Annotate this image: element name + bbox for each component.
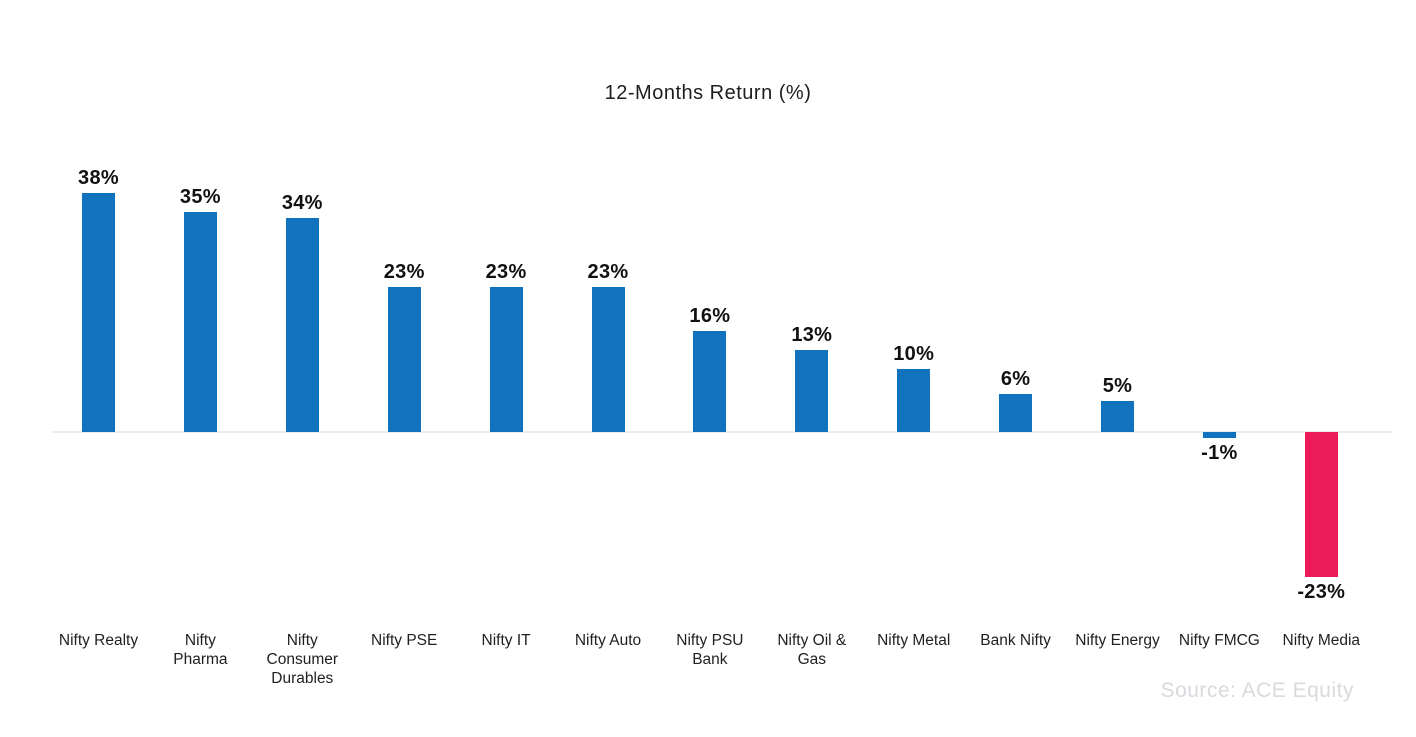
x-axis-label: Nifty Metal	[877, 632, 951, 649]
bar	[285, 217, 319, 432]
bar	[387, 287, 421, 432]
bar	[693, 331, 727, 432]
x-axis-label: Nifty Oil & Gas	[777, 632, 847, 668]
x-axis-label: Nifty Energy	[1075, 632, 1160, 649]
bar-value-label: -23%	[1297, 580, 1346, 603]
x-axis-label: Nifty PSU Bank	[676, 632, 744, 668]
bar	[183, 211, 217, 432]
bar-value-label: 35%	[179, 185, 221, 208]
bar-value-label: 23%	[383, 261, 425, 284]
bar	[1202, 432, 1236, 439]
bar	[999, 394, 1033, 432]
x-axis-line	[52, 431, 1392, 433]
bar-value-label: 6%	[1000, 368, 1031, 391]
bar-value-label: 5%	[1102, 374, 1133, 397]
bar	[591, 287, 625, 432]
x-axis-label: Nifty Pharma	[173, 632, 228, 668]
bar-value-label: -1%	[1201, 442, 1238, 465]
x-axis-label: Nifty Media	[1282, 632, 1361, 649]
bar-value-label: 10%	[893, 343, 935, 365]
bar-value-label: 16%	[689, 305, 731, 328]
bar	[489, 287, 523, 432]
x-axis-label: Nifty Auto	[574, 632, 642, 649]
x-axis-label: Bank Nifty	[980, 632, 1051, 649]
source-caption: Source: ACE Equity	[1160, 679, 1354, 702]
bar-value-label: 23%	[587, 261, 629, 284]
bar-value-label: 13%	[791, 324, 833, 347]
chart-title: 12-Months Return (%)	[604, 82, 812, 104]
bar	[1304, 432, 1338, 577]
bar	[1101, 400, 1134, 432]
bar-value-label: 23%	[485, 261, 527, 284]
bar	[795, 350, 829, 432]
x-axis-label: Nifty Consumer Durables	[266, 632, 339, 687]
bar-value-label: 38%	[78, 166, 119, 189]
x-axis-label: Nifty Realty	[58, 632, 139, 649]
bar	[897, 369, 931, 432]
bar-value-label: 34%	[281, 191, 323, 214]
x-axis-label: Nifty PSE	[371, 632, 438, 649]
x-axis-label: Nifty FMCG	[1178, 632, 1260, 649]
x-axis-label: Nifty IT	[481, 632, 531, 649]
bar	[82, 192, 115, 432]
